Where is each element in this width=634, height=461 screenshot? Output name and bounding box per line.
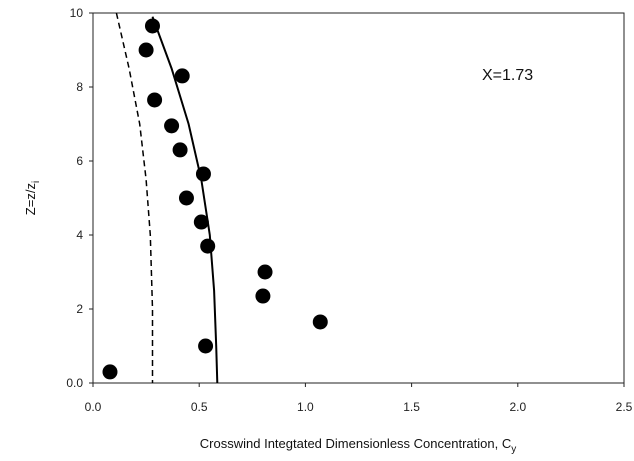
annotation-label: X=1.73 xyxy=(482,67,533,84)
data-point xyxy=(102,364,118,380)
plot-frame xyxy=(92,12,625,384)
data-point xyxy=(144,18,160,34)
y-tick-label: 4 xyxy=(76,228,83,242)
y-tick-label: 2 xyxy=(76,302,83,316)
data-point xyxy=(138,42,154,58)
x-axis-ticks: 0.0 0.5 1.0 1.5 2.0 2.5 xyxy=(85,383,633,414)
data-point xyxy=(147,92,163,108)
data-point xyxy=(312,314,328,330)
data-point xyxy=(193,214,209,230)
y-axis-ticks: 0.0 2 4 6 8 10 xyxy=(66,6,93,390)
dashed-curve xyxy=(115,12,154,383)
series-points xyxy=(102,18,328,380)
series-lines xyxy=(115,12,219,384)
y-tick-label: 0.0 xyxy=(66,376,83,390)
data-point xyxy=(164,118,180,134)
x-tick-label: 1.0 xyxy=(297,400,314,414)
x-tick-label: 2.0 xyxy=(509,400,526,414)
data-point xyxy=(178,190,194,206)
x-tick-label: 0.0 xyxy=(85,400,102,414)
y-tick-label: 8 xyxy=(76,80,83,94)
y-axis-title-subscript: i xyxy=(31,181,42,183)
x-axis-title-subscript: y xyxy=(511,444,516,455)
data-point xyxy=(172,142,188,158)
data-point xyxy=(195,166,211,182)
y-axis-title: Z=z/zi xyxy=(23,181,42,215)
data-point xyxy=(257,264,273,280)
y-tick-label: 6 xyxy=(76,154,83,168)
solid-curve xyxy=(151,16,219,384)
x-axis-title: Crosswind Integtated Dimensionless Conce… xyxy=(200,436,516,455)
x-tick-label: 1.5 xyxy=(403,400,420,414)
y-tick-label: 10 xyxy=(70,6,84,20)
data-point xyxy=(198,338,214,354)
data-point xyxy=(255,288,271,304)
x-tick-label: 2.5 xyxy=(616,400,633,414)
x-tick-label: 0.5 xyxy=(191,400,208,414)
data-point xyxy=(200,238,216,254)
data-point xyxy=(174,68,190,84)
